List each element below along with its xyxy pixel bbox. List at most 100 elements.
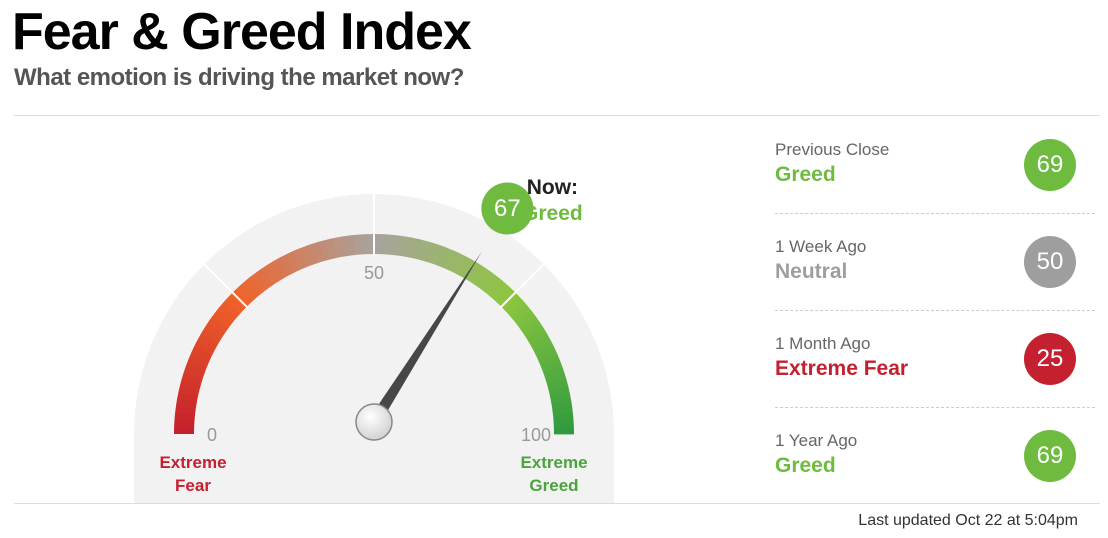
gauge-arc (474, 268, 492, 289)
gauge-arc (380, 234, 389, 255)
history-badge: 69 (1024, 430, 1076, 482)
gauge-arc (360, 234, 369, 255)
history-badge: 25 (1024, 333, 1076, 385)
subtitle: What emotion is driving the market now? (14, 64, 464, 91)
gauge-arc (429, 243, 443, 265)
gauge-tick-label: 0 (207, 425, 217, 445)
gauge-arc (174, 426, 195, 434)
extreme-fear-label: Extreme Fear (159, 453, 227, 495)
gauge-arc (216, 305, 237, 324)
gauge-arc (353, 234, 362, 255)
gauge-arc (511, 305, 532, 324)
gauge-arc (346, 235, 356, 256)
gauge-arc (178, 385, 200, 397)
gauge: 0 50 100 67 Now: Greed (134, 176, 614, 503)
gauge-arc (286, 251, 302, 273)
gauge-arc (526, 328, 548, 345)
gauge-arc (235, 285, 254, 305)
history-divider (775, 407, 1095, 408)
extreme-greed-label: Extreme Greed (520, 453, 588, 495)
gauge-arc (553, 420, 574, 429)
gauge-arc (188, 352, 210, 367)
gauge-arc (183, 365, 205, 379)
gauge-arc (367, 234, 375, 255)
history-badge: 69 (1024, 139, 1076, 191)
gauge-arc (479, 272, 498, 293)
title: Fear & Greed Index (12, 3, 472, 61)
gauge-arc (292, 248, 307, 270)
gauge-arc (325, 238, 337, 260)
gauge-arc (538, 352, 560, 367)
gauge-arc (204, 321, 225, 339)
gauge-arc (447, 251, 462, 273)
gauge-arc (194, 339, 216, 356)
now-badge (481, 182, 534, 235)
gauge-arc (175, 398, 197, 409)
gauge-arc (274, 257, 290, 279)
history-badge: 50 (1024, 236, 1076, 288)
gauge-arc (458, 257, 475, 279)
gauge-arc (197, 333, 219, 350)
gauge-arc (174, 412, 196, 422)
gauge-arc (529, 334, 551, 350)
gauge-arc (553, 427, 575, 435)
last-updated: Last updated Oct 22 at 5:04pm (858, 512, 1078, 529)
gauge-arc (464, 260, 481, 282)
divider (14, 115, 1100, 116)
gauge-arc (469, 264, 487, 285)
gauge-arc (225, 294, 245, 314)
needle-pivot (355, 403, 393, 441)
gauge-arc (484, 276, 503, 297)
gauge-arc (191, 346, 213, 361)
gauge-arc (547, 378, 569, 391)
gauge-arc (245, 276, 264, 297)
gauge-arc (299, 245, 313, 268)
gauge-arc (318, 239, 331, 261)
history-rating: Greed (775, 163, 836, 186)
gauge-arc (552, 406, 573, 416)
history-label: 1 Month Ago (775, 334, 871, 353)
history-label: 1 Year Ago (775, 431, 858, 450)
gauge-arc (515, 310, 537, 329)
gauge-tick-label: 100 (521, 425, 551, 445)
needle (368, 251, 482, 426)
gauge-arc (489, 280, 509, 301)
gauge-arc (507, 300, 528, 319)
gauge-arc (532, 340, 554, 356)
gauge-arc (256, 267, 274, 289)
now-value: 67 (494, 195, 521, 222)
gauge-arc (268, 260, 285, 282)
gauge-arc (399, 235, 410, 257)
gauge-arc (220, 299, 241, 319)
history-rating: Neutral (775, 260, 848, 283)
gauge-arc (435, 246, 450, 268)
gauge-arc (177, 392, 198, 403)
gauge-arc (200, 327, 222, 344)
gauge-arc (494, 285, 514, 305)
gauge-arc (339, 235, 350, 257)
now-label: Now: (527, 176, 578, 199)
gauge-arc (240, 280, 259, 301)
gauge-arc (405, 237, 416, 258)
history-divider (775, 310, 1095, 311)
gauge-arc (545, 372, 567, 385)
gauge-arc (535, 346, 557, 362)
gauge-arc (553, 413, 574, 422)
gauge-background (134, 194, 614, 503)
gauge-separator (203, 263, 249, 309)
gauge-arc (174, 419, 195, 428)
gauge-arc (540, 359, 563, 373)
divider (14, 503, 1100, 504)
gauge-arc (411, 238, 423, 260)
history-rating: Greed (775, 454, 836, 477)
gauge-arc (280, 254, 296, 276)
gauge-arc (386, 234, 396, 256)
gauge-arc (519, 316, 541, 334)
gauge-arc (374, 234, 382, 255)
gauge-separator (499, 263, 545, 309)
gauge-tick-label: 50 (364, 263, 384, 283)
now-rating: Greed (522, 202, 583, 225)
gauge-arc (262, 264, 279, 285)
history-rating: Extreme Fear (775, 357, 909, 380)
